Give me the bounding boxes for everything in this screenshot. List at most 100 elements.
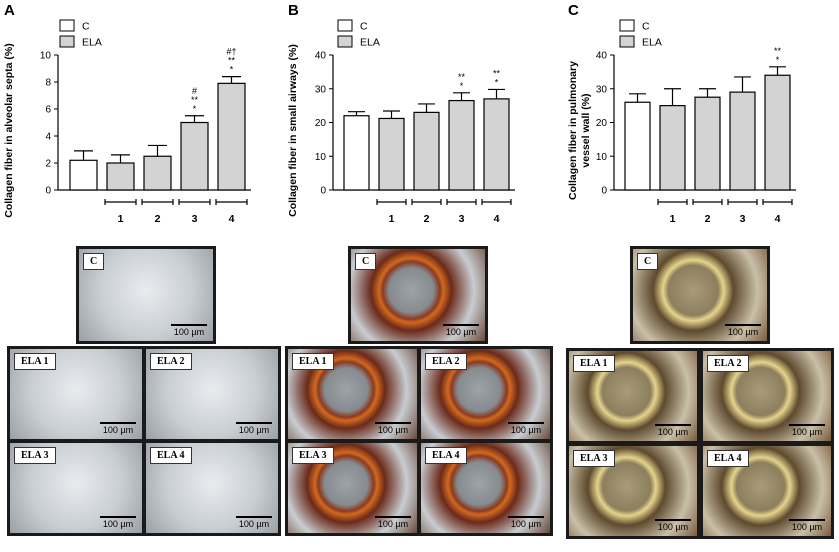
micrograph-label: ELA 2 bbox=[425, 353, 467, 370]
legend-swatch-ela bbox=[337, 35, 353, 48]
y-tick-label: 20 bbox=[315, 118, 327, 129]
scale-bar: 100 µm bbox=[375, 516, 411, 529]
y-tick-label: 30 bbox=[596, 84, 608, 95]
panel-letter-a: A bbox=[4, 2, 15, 19]
scale-bar: 100 µm bbox=[789, 519, 825, 532]
legend-label-ela: ELA bbox=[82, 37, 102, 49]
significance-mark: # bbox=[192, 86, 197, 96]
micrograph-b-ela-3: ELA 3 100 µm bbox=[285, 440, 420, 536]
significance-mark: ** bbox=[228, 56, 236, 66]
scale-bar: 100 µm bbox=[236, 422, 272, 435]
scale-bar: 100 µm bbox=[171, 324, 207, 337]
micrograph-c-ela-3: ELA 3 100 µm bbox=[566, 443, 700, 539]
micrograph-label: ELA 4 bbox=[425, 447, 467, 464]
x-tick-label: 4 bbox=[494, 213, 500, 225]
bar-1 bbox=[106, 162, 135, 191]
bar-2 bbox=[694, 96, 721, 191]
significance-mark: * bbox=[460, 81, 464, 91]
bar-1 bbox=[378, 117, 405, 191]
micrograph-label: ELA 4 bbox=[707, 450, 749, 467]
panel-letter-c: C bbox=[568, 2, 579, 19]
scale-bar: 100 µm bbox=[375, 422, 411, 435]
x-tick-label: 3 bbox=[740, 213, 746, 225]
micrograph-label: ELA 3 bbox=[292, 447, 334, 464]
micrograph-a-ela-1: ELA 1 100 µm bbox=[7, 346, 145, 442]
legend-swatch-control bbox=[337, 19, 353, 32]
scale-bar: 100 µm bbox=[789, 424, 825, 437]
y-tick-label: 4 bbox=[45, 132, 51, 143]
scale-bar: 100 µm bbox=[725, 324, 761, 337]
x-tick-label: 3 bbox=[459, 213, 465, 225]
x-tick-label: 1 bbox=[670, 213, 676, 225]
legend-label-control: C bbox=[82, 21, 90, 33]
legend-swatch-ela bbox=[59, 35, 75, 48]
bar-C bbox=[343, 115, 370, 191]
y-axis-label: Collagen fiber in small airways (%) bbox=[287, 44, 299, 217]
y-tick-label: 2 bbox=[45, 159, 51, 170]
bar-4 bbox=[764, 74, 791, 191]
y-tick-label: 10 bbox=[40, 51, 52, 62]
significance-mark: * bbox=[495, 77, 499, 87]
y-tick-label: 40 bbox=[596, 51, 608, 62]
x-tick-label: 1 bbox=[118, 213, 124, 225]
y-tick-label: 10 bbox=[315, 152, 327, 163]
y-tick-label: 6 bbox=[45, 105, 51, 116]
micrograph-c-ela-2: ELA 2 100 µm bbox=[700, 348, 834, 444]
micrograph-b-ela-4: ELA 4 100 µm bbox=[418, 440, 553, 536]
bar-C bbox=[624, 101, 651, 191]
legend-swatch-control bbox=[59, 19, 75, 32]
x-tick-label: 3 bbox=[192, 213, 198, 225]
bar-4 bbox=[483, 98, 510, 191]
legend-label-ela: ELA bbox=[642, 37, 662, 49]
scale-bar: 100 µm bbox=[655, 424, 691, 437]
significance-mark: ** bbox=[493, 68, 501, 78]
x-tick-label: 2 bbox=[155, 213, 161, 225]
micrograph-b-c: C 100 µm bbox=[348, 246, 488, 344]
x-tick-label: 2 bbox=[424, 213, 430, 225]
micrograph-label: C bbox=[83, 253, 105, 270]
bar-1 bbox=[659, 105, 686, 191]
micrograph-c-ela-1: ELA 1 100 µm bbox=[566, 348, 700, 444]
x-tick-label: 1 bbox=[389, 213, 395, 225]
micrograph-c-c: C 100 µm bbox=[630, 246, 770, 344]
micrograph-a-ela-4: ELA 4 100 µm bbox=[143, 440, 281, 536]
y-axis-label: vessel wall (%) bbox=[580, 93, 592, 167]
x-tick-label: 4 bbox=[229, 213, 235, 225]
significance-mark: * bbox=[776, 55, 780, 65]
bar-3 bbox=[448, 99, 475, 191]
y-tick-label: 8 bbox=[45, 78, 51, 89]
legend-label-ela: ELA bbox=[360, 37, 380, 49]
micrograph-label: C bbox=[637, 253, 659, 270]
y-tick-label: 0 bbox=[45, 186, 51, 197]
micrograph-c-ela-4: ELA 4 100 µm bbox=[700, 443, 834, 539]
y-tick-label: 30 bbox=[315, 84, 327, 95]
significance-mark: * bbox=[230, 65, 234, 75]
micrograph-a-ela-2: ELA 2 100 µm bbox=[143, 346, 281, 442]
significance-mark: ** bbox=[191, 95, 199, 105]
significance-mark: * bbox=[193, 104, 197, 114]
scale-bar: 100 µm bbox=[236, 516, 272, 529]
legend-swatch-ela bbox=[619, 35, 635, 48]
micrograph-label: C bbox=[355, 253, 377, 270]
y-tick-label: 0 bbox=[601, 186, 607, 197]
legend-swatch-control bbox=[619, 19, 635, 32]
panel-letter-b: B bbox=[288, 2, 299, 19]
micrograph-label: ELA 1 bbox=[573, 355, 615, 372]
micrograph-b-ela-1: ELA 1 100 µm bbox=[285, 346, 420, 442]
scale-bar: 100 µm bbox=[443, 324, 479, 337]
bar-3 bbox=[729, 91, 756, 191]
y-tick-label: 20 bbox=[596, 118, 608, 129]
legend-label-control: C bbox=[360, 21, 368, 33]
micrograph-a-c: C 100 µm bbox=[76, 246, 216, 344]
micrograph-label: ELA 1 bbox=[292, 353, 334, 370]
scale-bar: 100 µm bbox=[100, 516, 136, 529]
micrograph-label: ELA 1 bbox=[14, 353, 56, 370]
micrograph-label: ELA 3 bbox=[573, 450, 615, 467]
y-tick-label: 40 bbox=[315, 51, 327, 62]
bar-2 bbox=[143, 155, 172, 191]
micrograph-label: ELA 4 bbox=[150, 447, 192, 464]
micrograph-label: ELA 2 bbox=[707, 355, 749, 372]
scale-bar: 100 µm bbox=[100, 422, 136, 435]
bar-3 bbox=[180, 121, 209, 191]
